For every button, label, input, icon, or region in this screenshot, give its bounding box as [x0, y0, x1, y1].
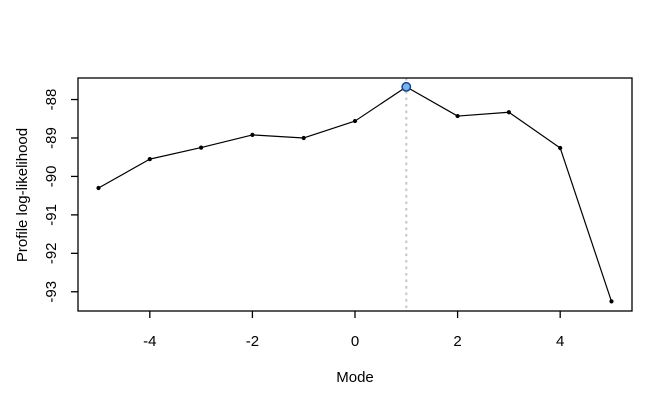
data-point: [301, 135, 306, 141]
x-tick-label: 2: [453, 333, 461, 350]
data-point: [609, 299, 614, 304]
data-point: [199, 145, 204, 150]
y-tick-label: -92: [43, 242, 60, 264]
plot-area: -4 -2 0 2 4 -93 -92 -91 -90 -89 -88: [43, 77, 633, 350]
maximum-highlight-point: [401, 81, 412, 92]
x-axis-title: Mode: [336, 369, 374, 386]
y-tick-label: -88: [43, 89, 60, 111]
x-tick-label: -2: [246, 333, 259, 350]
data-point: [250, 132, 255, 138]
plot-border: [77, 77, 633, 312]
data-point: [352, 118, 358, 124]
data-point: [147, 157, 152, 162]
x-tick-label: -4: [143, 333, 156, 350]
y-tick-label: -93: [43, 281, 60, 303]
x-tick-label: 4: [556, 333, 564, 350]
data-point: [455, 113, 460, 119]
x-tick-label: 0: [351, 333, 359, 350]
data-point: [96, 185, 101, 191]
data-point: [506, 110, 511, 115]
y-tick-label: -91: [43, 204, 60, 226]
y-tick-label: -89: [43, 127, 60, 149]
y-tick-label: -90: [43, 166, 60, 188]
y-axis-title: Profile log-likelihood: [14, 128, 31, 262]
data-point: [558, 145, 563, 151]
